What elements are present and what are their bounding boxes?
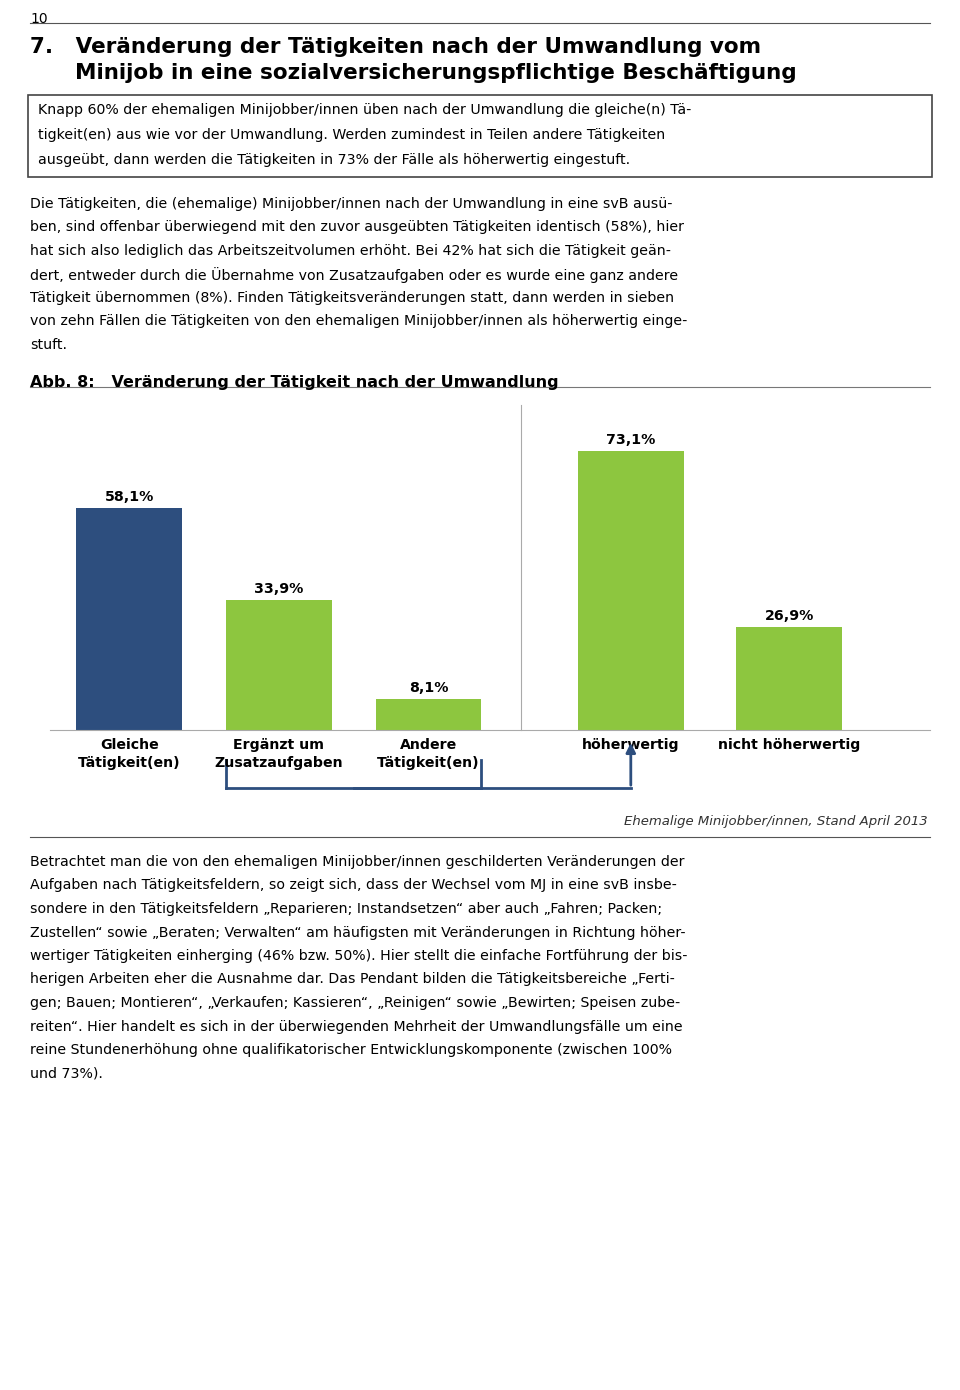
Text: Knapp 60% der ehemaligen Minijobber/innen üben nach der Umwandlung die gleiche(n: Knapp 60% der ehemaligen Minijobber/inne… — [38, 103, 691, 117]
Text: Die Tätigkeiten, die (ehemalige) Minijobber/innen nach der Umwandlung in eine sv: Die Tätigkeiten, die (ehemalige) Minijob… — [30, 197, 673, 211]
Text: Zustellen“ sowie „Beraten; Verwalten“ am häufigsten mit Veränderungen in Richtun: Zustellen“ sowie „Beraten; Verwalten“ am… — [30, 926, 685, 940]
Bar — [77, 507, 182, 730]
Text: Zusatzaufgaben: Zusatzaufgaben — [214, 756, 343, 770]
Text: Tätigkeit(en): Tätigkeit(en) — [377, 756, 480, 770]
Text: 26,9%: 26,9% — [764, 609, 814, 623]
Bar — [375, 699, 481, 730]
Text: dert, entweder durch die Übernahme von Zusatzaufgaben oder es wurde eine ganz an: dert, entweder durch die Übernahme von Z… — [30, 267, 678, 284]
Text: 8,1%: 8,1% — [409, 681, 448, 695]
Text: tigkeit(en) aus wie vor der Umwandlung. Werden zumindest in Teilen andere Tätigk: tigkeit(en) aus wie vor der Umwandlung. … — [38, 128, 665, 142]
Text: nicht höherwertig: nicht höherwertig — [718, 738, 860, 752]
Text: Tätigkeit übernommen (8%). Finden Tätigkeitsveränderungen statt, dann werden in : Tätigkeit übernommen (8%). Finden Tätigk… — [30, 291, 674, 304]
Text: höherwertig: höherwertig — [582, 738, 680, 752]
Text: von zehn Fällen die Tätigkeiten von den ehemaligen Minijobber/innen als höherwer: von zehn Fällen die Tätigkeiten von den … — [30, 314, 687, 328]
Text: Minijob in eine sozialversicherungspflichtige Beschäftigung: Minijob in eine sozialversicherungspflic… — [30, 63, 797, 83]
Text: hat sich also lediglich das Arbeitszeitvolumen erhöht. Bei 42% hat sich die Täti: hat sich also lediglich das Arbeitszeitv… — [30, 245, 671, 259]
Text: Aufgaben nach Tätigkeitsfeldern, so zeigt sich, dass der Wechsel vom MJ in eine : Aufgaben nach Tätigkeitsfeldern, so zeig… — [30, 878, 677, 892]
Text: Andere: Andere — [399, 738, 457, 752]
Text: und 73%).: und 73%). — [30, 1066, 103, 1080]
Text: 10: 10 — [30, 13, 48, 26]
Text: ben, sind offenbar überwiegend mit den zuvor ausgeübten Tätigkeiten identisch (5: ben, sind offenbar überwiegend mit den z… — [30, 221, 684, 235]
Text: stuft.: stuft. — [30, 338, 67, 352]
Bar — [226, 600, 331, 730]
Text: Gleiche: Gleiche — [100, 738, 158, 752]
Text: gen; Bauen; Montieren“, „Verkaufen; Kassieren“, „Reinigen“ sowie „Bewirten; Spei: gen; Bauen; Montieren“, „Verkaufen; Kass… — [30, 997, 681, 1011]
Bar — [736, 627, 842, 730]
Text: ausgeübt, dann werden die Tätigkeiten in 73% der Fälle als höherwertig eingestuf: ausgeübt, dann werden die Tätigkeiten in… — [38, 153, 630, 167]
Bar — [578, 450, 684, 730]
Text: 7.   Veränderung der Tätigkeiten nach der Umwandlung vom: 7. Veränderung der Tätigkeiten nach der … — [30, 38, 761, 57]
Text: wertiger Tätigkeiten einherging (46% bzw. 50%). Hier stellt die einfache Fortfüh: wertiger Tätigkeiten einherging (46% bzw… — [30, 949, 687, 963]
Text: 58,1%: 58,1% — [105, 489, 154, 503]
Text: 73,1%: 73,1% — [606, 432, 656, 446]
Text: Abb. 8:   Veränderung der Tätigkeit nach der Umwandlung: Abb. 8: Veränderung der Tätigkeit nach d… — [30, 375, 559, 391]
Text: 33,9%: 33,9% — [254, 582, 303, 596]
Text: sondere in den Tätigkeitsfeldern „Reparieren; Instandsetzen“ aber auch „Fahren; : sondere in den Tätigkeitsfeldern „Repari… — [30, 902, 662, 916]
Text: reine Stundenerhöhung ohne qualifikatorischer Entwicklungskomponente (zwischen 1: reine Stundenerhöhung ohne qualifikatori… — [30, 1042, 672, 1056]
Text: Betrachtet man die von den ehemaligen Minijobber/innen geschilderten Veränderung: Betrachtet man die von den ehemaligen Mi… — [30, 855, 684, 869]
Text: Ehemalige Minijobber/innen, Stand April 2013: Ehemalige Minijobber/innen, Stand April … — [624, 815, 928, 828]
Text: herigen Arbeiten eher die Ausnahme dar. Das Pendant bilden die Tätigkeitsbereich: herigen Arbeiten eher die Ausnahme dar. … — [30, 973, 675, 987]
Text: reiten“. Hier handelt es sich in der überwiegenden Mehrheit der Umwandlungsfälle: reiten“. Hier handelt es sich in der übe… — [30, 1019, 683, 1034]
Text: Ergänzt um: Ergänzt um — [233, 738, 324, 752]
FancyBboxPatch shape — [28, 95, 932, 177]
Text: Tätigkeit(en): Tätigkeit(en) — [78, 756, 180, 770]
